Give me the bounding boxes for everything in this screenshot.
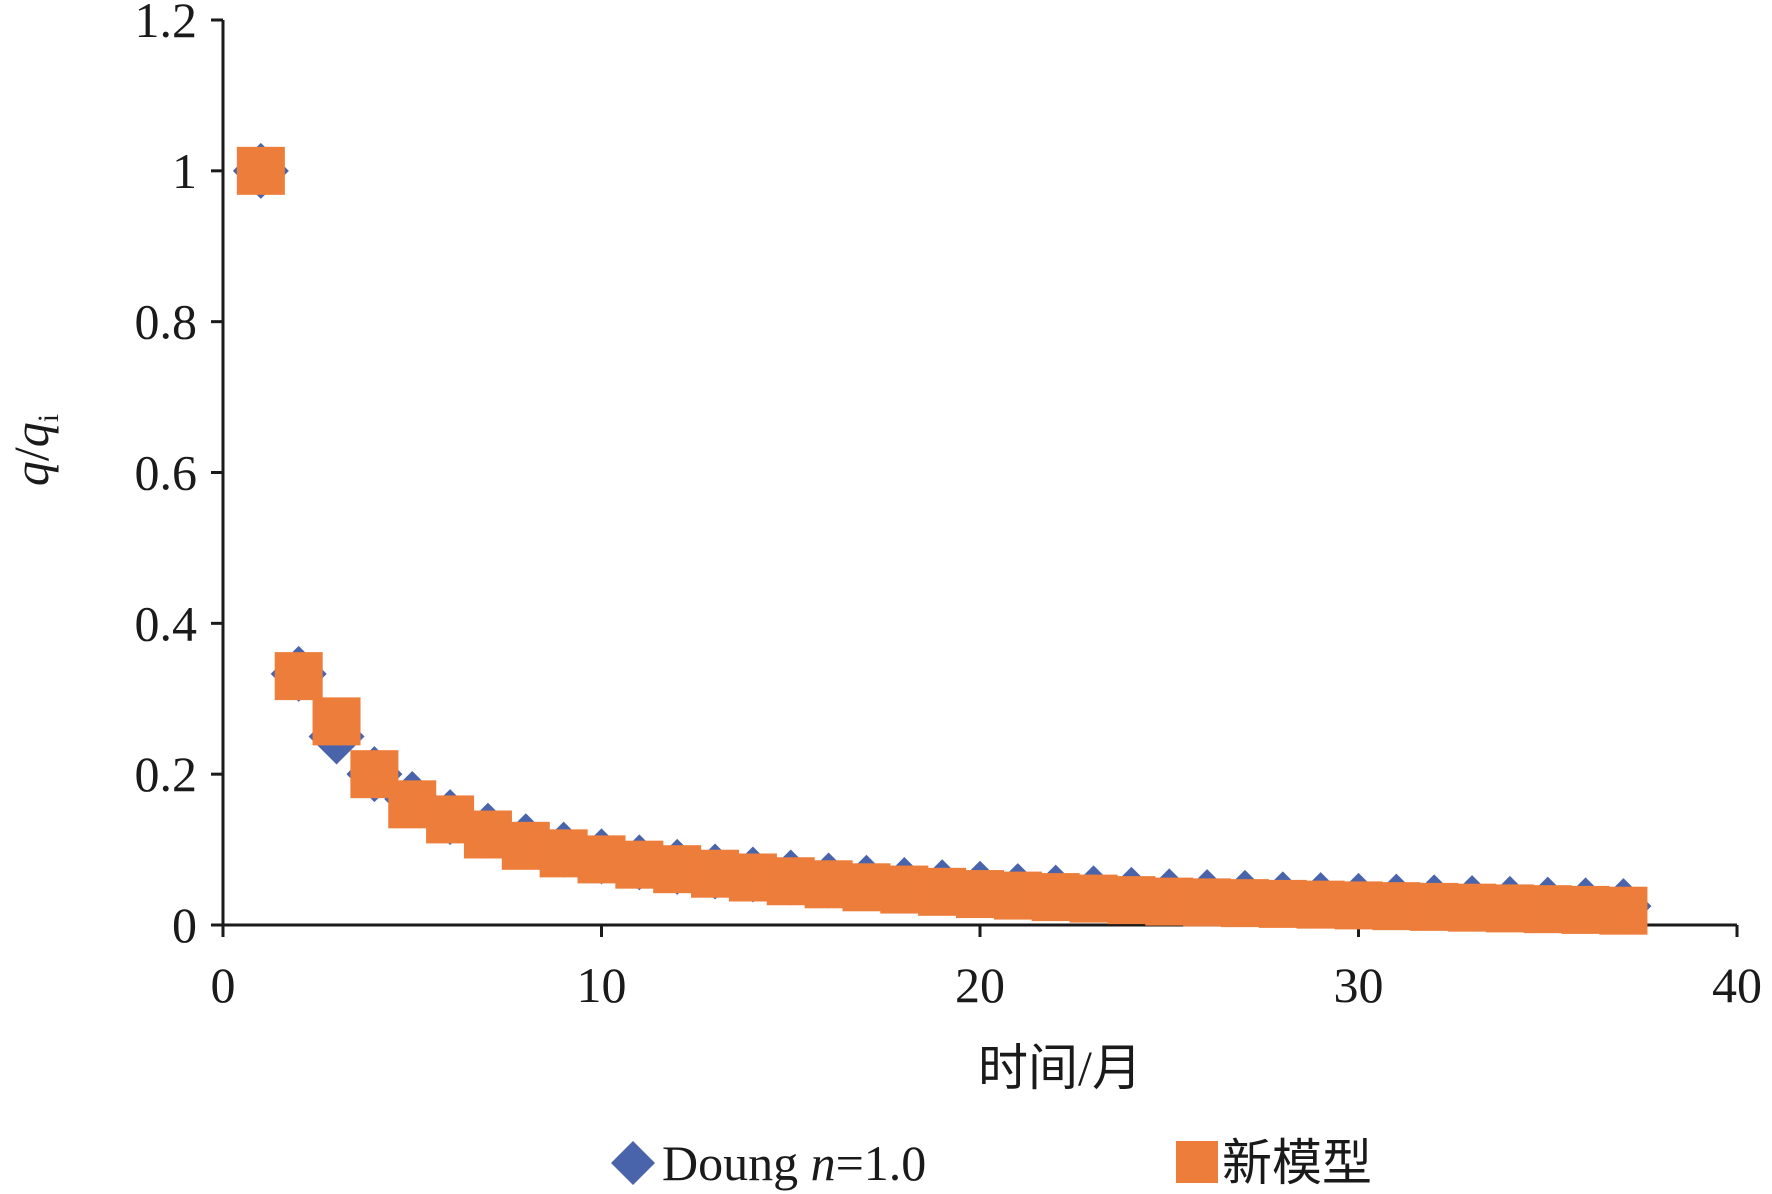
legend: Doung n=1.0 新模型 [611,1135,1372,1191]
legend-label-doung-suffix: =1.0 [836,1135,927,1191]
y-tick-label: 0.8 [135,294,198,350]
y-axis-label-slash: / [3,447,59,461]
y-axis-label-q2: q [3,422,59,447]
x-tick-label: 20 [955,957,1005,1013]
legend-square-marker [1176,1141,1218,1183]
x-tick-label: 10 [577,957,627,1013]
x-tick-label: 40 [1712,957,1762,1013]
y-axis-label: q/qi [3,414,65,486]
data-markers [232,142,1652,935]
y-tick-label: 0.6 [135,445,198,501]
y-tick-label: 0 [172,897,197,953]
legend-label-new-model: 新模型 [1222,1135,1372,1191]
y-axis-label-q1: q [3,461,59,486]
square-marker [312,697,361,746]
tick-labels: 0 0.2 0.4 0.6 0.8 1 1.2 0 10 20 30 40 [135,0,1763,1013]
y-tick-label: 0.4 [135,595,198,651]
square-marker [236,146,285,195]
x-axis-label: 时间/月 [978,1040,1142,1096]
x-tick-label: 0 [211,957,236,1013]
y-tick-label: 0.2 [135,746,198,802]
legend-label-doung-prefix: Doung [662,1135,811,1191]
tick-marks [211,18,1739,937]
y-tick-label: 1 [172,143,197,199]
legend-diamond-marker [611,1141,655,1185]
legend-label-doung: Doung n=1.0 [662,1135,926,1191]
x-tick-label: 30 [1334,957,1384,1013]
legend-label-doung-italic: n [811,1135,836,1191]
y-tick-label: 1.2 [135,0,198,48]
y-axis-label-subscript: i [32,414,65,422]
square-marker [274,652,323,701]
legend-label-new-model-text: 新模型 [1222,1135,1372,1191]
square-marker [1599,886,1648,935]
